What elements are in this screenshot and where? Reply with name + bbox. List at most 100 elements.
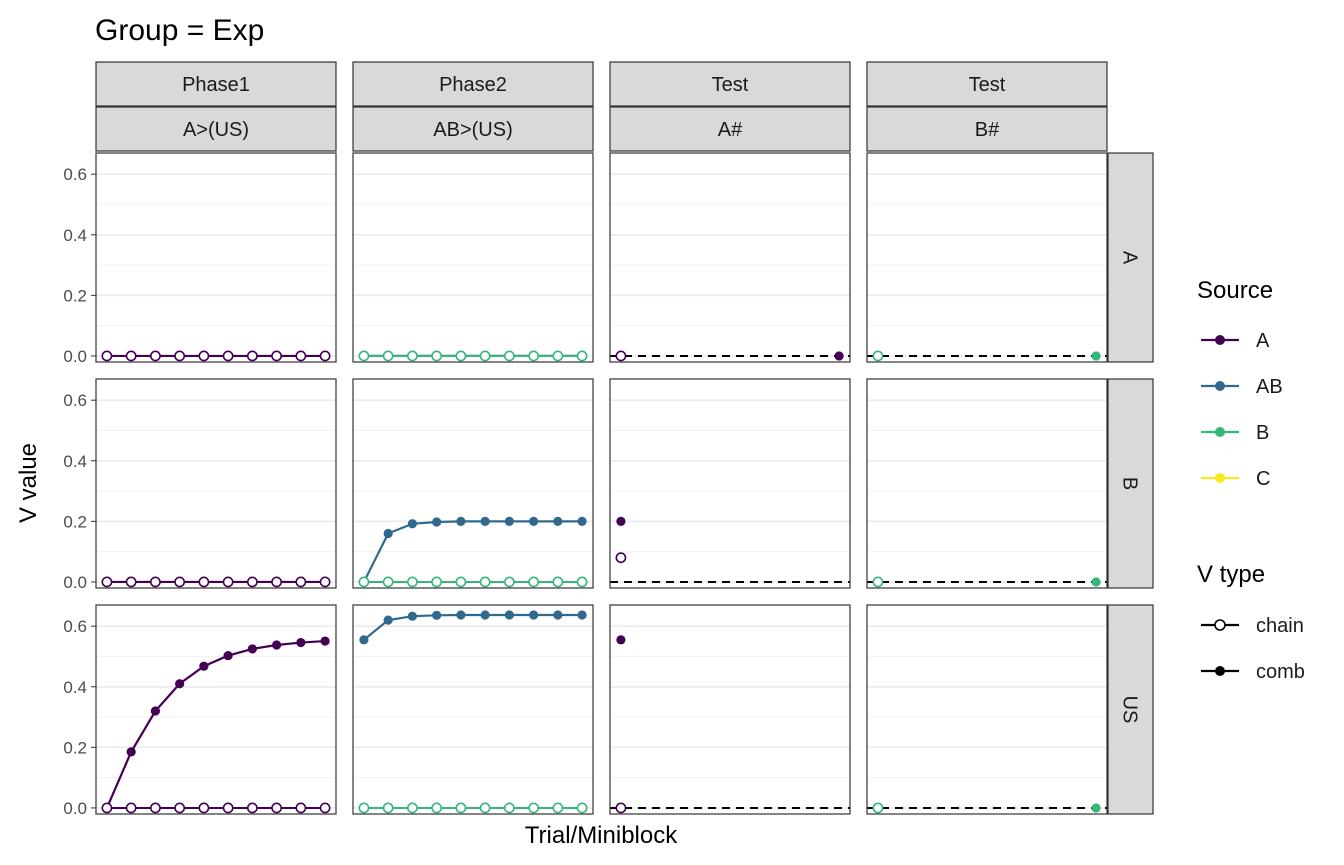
data-point-A-chain [222, 802, 234, 814]
strip-background [352, 106, 594, 152]
row-strip-label: US [1119, 696, 1141, 724]
data-point-A-chain [295, 350, 307, 362]
data-point-B-chain [358, 576, 370, 588]
strip-background [866, 106, 1108, 152]
data-point-A-chain [271, 576, 283, 588]
data-point-A-comb [247, 644, 257, 654]
data-point-AB-comb [480, 610, 490, 620]
data-point-A-chain [101, 350, 113, 362]
panel-background [96, 153, 336, 362]
panel-border [609, 378, 851, 589]
column-strip-design: A>(US) [183, 119, 249, 141]
column-strip-design: B# [975, 119, 1000, 141]
panel-0-1 [358, 350, 588, 362]
chart-title: Group = Exp [95, 14, 264, 47]
y-tick-label: 0.0 [63, 573, 87, 592]
data-point-AB-comb [504, 516, 514, 526]
data-point-A-chain [198, 350, 210, 362]
data-point-A-chain [271, 802, 283, 814]
panel-background [610, 153, 850, 362]
data-point-B-chain [576, 802, 588, 814]
panel-border [95, 378, 337, 589]
data-point-B-chain [479, 350, 491, 362]
data-point-B-chain [528, 350, 540, 362]
panel-background [96, 379, 336, 588]
data-point-AB-comb [383, 615, 393, 625]
panel-1-3 [867, 576, 1107, 588]
column-strip-phase: Phase2 [439, 74, 507, 96]
y-tick-label: 0.0 [63, 347, 87, 366]
legend-label-AB: AB [1256, 376, 1283, 398]
strip-background [866, 61, 1108, 107]
panel-border [609, 152, 851, 363]
legend-label-C: C [1256, 468, 1270, 490]
data-point-B-chain [872, 802, 884, 814]
data-point-B-chain [358, 350, 370, 362]
panel-background [610, 605, 850, 814]
data-point-A-chain [125, 802, 137, 814]
data-point-B-chain [406, 350, 418, 362]
y-tick-label: 0.6 [63, 391, 87, 410]
data-point-B-chain [503, 350, 515, 362]
column-strip-design: A# [718, 119, 743, 141]
strip-background [352, 61, 594, 107]
series-line-A-comb [105, 639, 326, 809]
panel-border [352, 152, 594, 363]
data-point-A-chain [246, 576, 258, 588]
legend-label-B: B [1256, 422, 1269, 444]
data-point-A-chain [615, 350, 627, 362]
data-point-A-comb [150, 706, 160, 716]
data-point-B-chain [576, 350, 588, 362]
data-point-B-chain [528, 802, 540, 814]
panel-border [609, 604, 851, 815]
data-point-AB-comb [553, 610, 563, 620]
data-point-B-chain [503, 802, 515, 814]
data-point-A-comb [272, 640, 282, 650]
data-point-B-comb [1091, 577, 1101, 587]
data-point-B-chain [528, 576, 540, 588]
data-point-B-chain [382, 350, 394, 362]
data-point-A-chain [271, 350, 283, 362]
panel-2-3 [867, 802, 1107, 814]
data-point-B-chain [382, 576, 394, 588]
data-point-AB-comb [529, 516, 539, 526]
strip-background [95, 106, 337, 152]
y-axis-label: V value [15, 443, 42, 523]
data-point-AB-comb [407, 611, 417, 621]
data-point-A-chain [174, 576, 186, 588]
data-point-AB-comb [456, 516, 466, 526]
facet-grid: Phase1 A>(US) Phase2 AB>(US) Test A# Test B# A B U… [63, 61, 1154, 818]
y-tick-label: 0.2 [63, 286, 87, 305]
data-point-A-comb [320, 636, 330, 646]
data-point-A-comb [223, 650, 233, 661]
data-point-B-chain [552, 576, 564, 588]
data-point-B-chain [455, 350, 467, 362]
panel-1-1 [358, 516, 588, 588]
data-point-A-comb [296, 637, 306, 648]
panel-1-2 [610, 516, 850, 583]
legend-key-point-C [1215, 473, 1225, 483]
data-point-B-chain [872, 576, 884, 588]
data-point-A-chain [222, 350, 234, 362]
y-tick-label: 0.4 [63, 678, 87, 697]
data-point-B-chain [872, 350, 884, 362]
panel-border [95, 152, 337, 363]
data-point-A-chain [319, 576, 331, 588]
data-point-AB-comb [359, 635, 369, 645]
data-point-AB-comb [553, 516, 563, 526]
panel-0-0 [101, 350, 331, 362]
row-strip-label: A [1119, 251, 1141, 265]
legend-label-chain: chain [1256, 615, 1304, 637]
series-line-AB-comb [362, 520, 583, 583]
strip-background [1107, 378, 1154, 589]
data-point-AB-comb [383, 528, 393, 539]
panel-2-0 [101, 636, 331, 814]
legend-key-point-chain [1214, 619, 1226, 631]
data-point-A-chain [149, 350, 161, 362]
panel-background [353, 379, 593, 588]
strip-background [609, 61, 851, 107]
panel-border [352, 378, 594, 589]
data-point-B-chain [431, 576, 443, 588]
series-line-AB-comb [363, 613, 583, 641]
